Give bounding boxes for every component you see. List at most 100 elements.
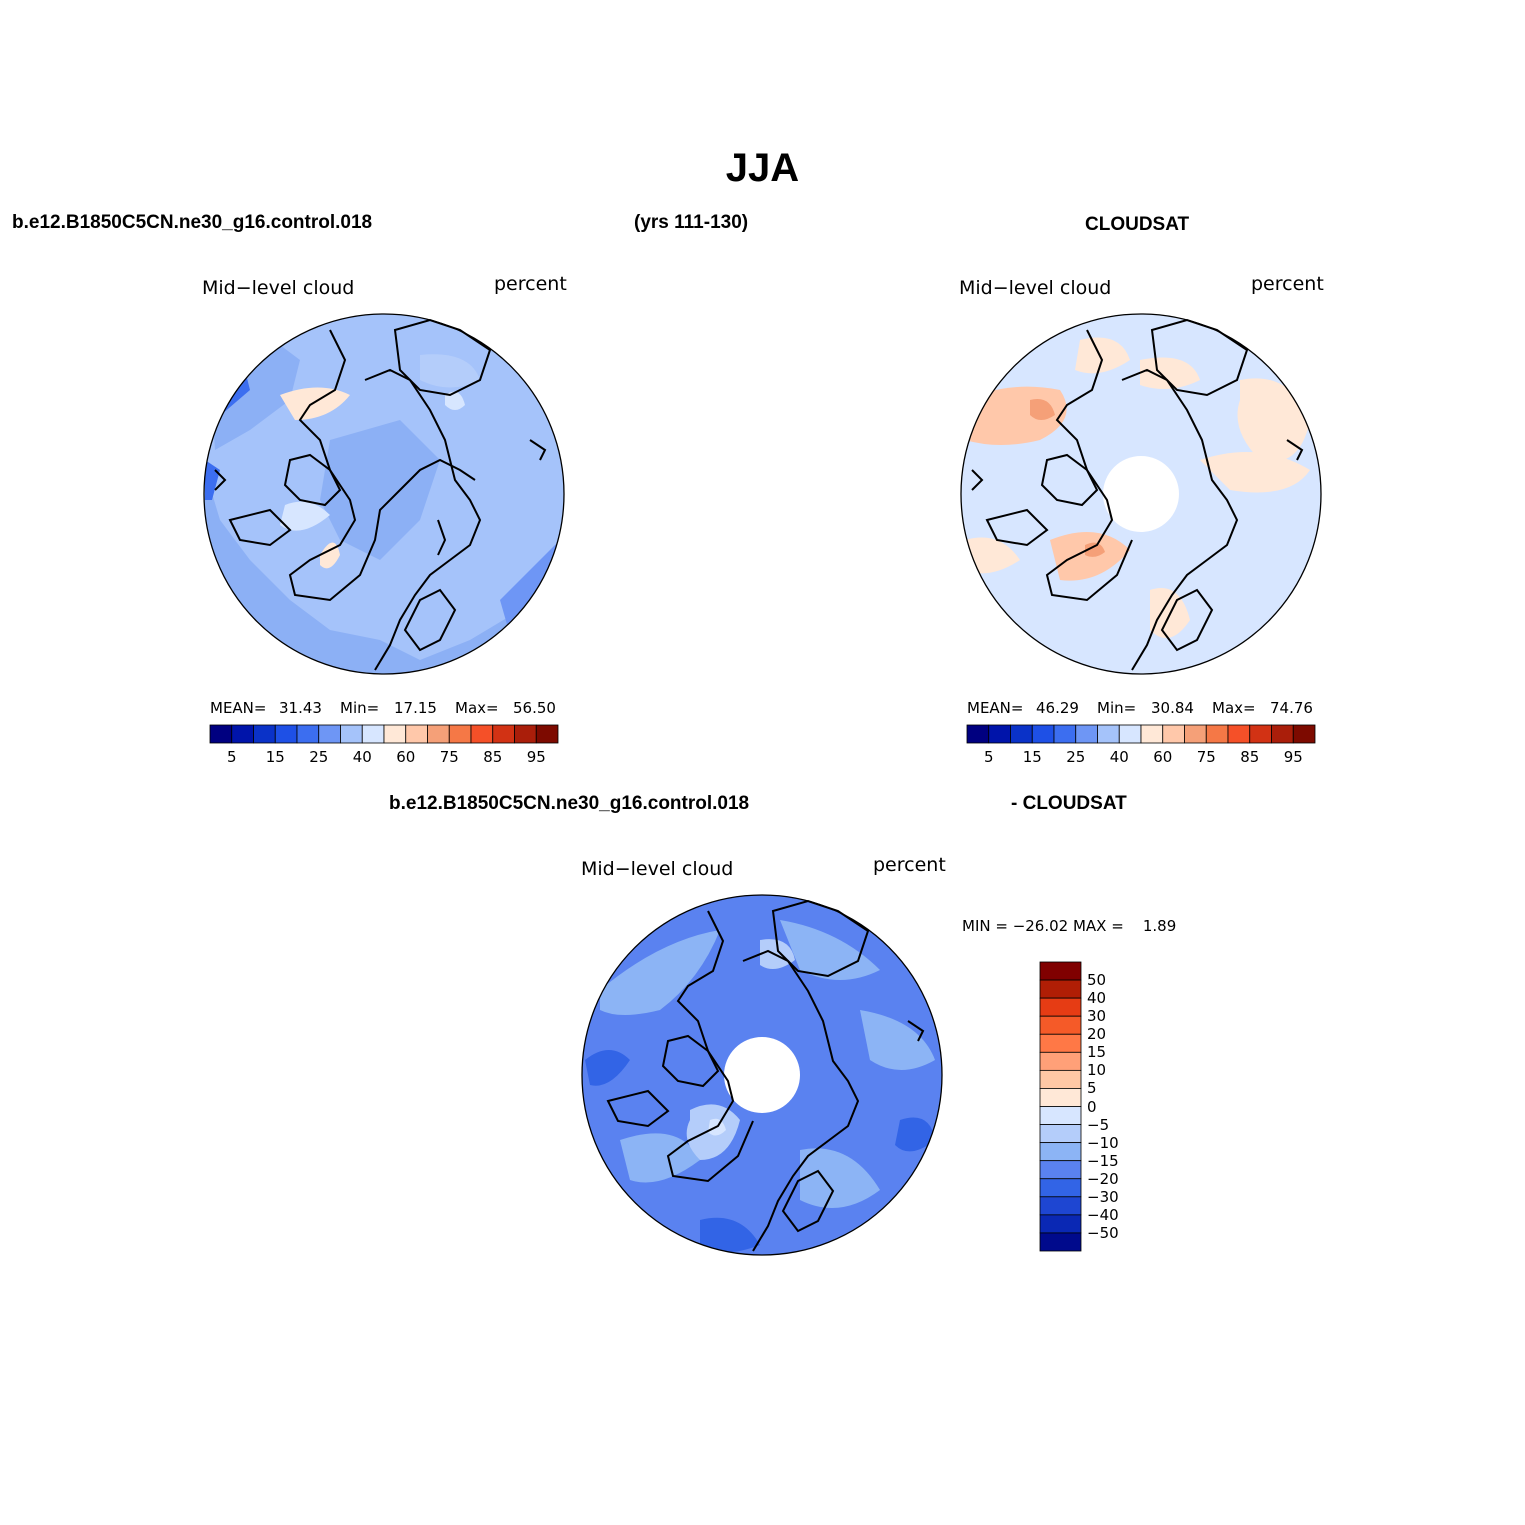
- model-colorbar-box: [514, 724, 537, 744]
- diff-colorbar-tick-label: −15: [1087, 1151, 1119, 1170]
- diff-colorbar-tick-label: 10: [1087, 1061, 1107, 1080]
- obs-colorbar-box: [1140, 724, 1164, 744]
- obs-colorbar-tick-label: 5: [983, 748, 994, 766]
- model-colorbar-box: [535, 724, 559, 744]
- obs-max-label: Max=: [1212, 699, 1256, 717]
- model-mean-value: 31.43: [279, 699, 322, 717]
- diff-colorbar-box: [1039, 1232, 1082, 1252]
- model-colorbar-box: [470, 724, 494, 744]
- obs-units-label: percent: [1251, 273, 1324, 295]
- obs-colorbar-tick-label: 60: [1153, 748, 1173, 766]
- diff-obs-name: - CLOUDSAT: [1011, 793, 1127, 814]
- model-colorbar-tick-label: 15: [265, 748, 285, 766]
- diff-colorbar-tick-label: −10: [1087, 1133, 1119, 1152]
- obs-colorbar-box: [1053, 724, 1077, 744]
- diff-variable-label: Mid−level cloud: [581, 858, 734, 880]
- obs-mean-label: MEAN=: [967, 699, 1024, 717]
- model-colorbar-box: [231, 724, 254, 744]
- obs-colorbar-box: [1271, 724, 1294, 744]
- diff-colorbar-tick-label: −40: [1087, 1205, 1119, 1224]
- diff-colorbar-box: [1039, 1069, 1082, 1089]
- model-min-value: 17.15: [394, 699, 437, 717]
- obs-colorbar-box: [1118, 724, 1142, 744]
- case-name: b.e12.B1850C5CN.ne30_g16.control.018: [12, 212, 373, 233]
- diff-colorbar-tick-label: −20: [1087, 1169, 1119, 1188]
- diff-colorbar-tick-label: 30: [1087, 1007, 1107, 1026]
- diff-colorbar-tick-label: 5: [1087, 1079, 1097, 1098]
- obs-max-value: 74.76: [1270, 699, 1313, 717]
- obs-colorbar-box: [1292, 724, 1316, 744]
- model-colorbar-tick-label: 25: [309, 748, 329, 766]
- obs-variable-label: Mid−level cloud: [959, 277, 1112, 299]
- obs-colorbar-box: [1227, 724, 1251, 744]
- diff-colorbar-box: [1039, 1106, 1082, 1125]
- model-colorbar-tick-label: 75: [439, 748, 459, 766]
- diff-colorbar-tick-label: −5: [1087, 1115, 1110, 1134]
- obs-colorbar-box: [1184, 724, 1207, 744]
- diff-colorbar-box: [1039, 961, 1082, 981]
- obs-colorbar-box: [966, 724, 990, 744]
- diff-colorbar-box: [1039, 1214, 1082, 1234]
- model-polar-map: [203, 313, 565, 675]
- obs-colorbar-box: [1205, 724, 1229, 744]
- diff-colorbar-box: [1039, 997, 1082, 1017]
- model-min-label: Min=: [340, 699, 380, 717]
- model-colorbar-box: [274, 724, 298, 744]
- diff-stats: MIN = −26.02 MAX = 1.89: [962, 917, 1177, 935]
- diff-colorbar-box: [1039, 1160, 1082, 1180]
- model-colorbar-tick-label: 40: [352, 748, 372, 766]
- model-variable-label: Mid−level cloud: [202, 277, 355, 299]
- obs-colorbar-box: [1097, 724, 1120, 744]
- obs-colorbar: [966, 724, 1316, 744]
- model-colorbar-box: [318, 724, 341, 744]
- model-colorbar: [209, 724, 559, 744]
- obs-colorbar-box: [1162, 724, 1185, 744]
- model-max-label: Max=: [455, 699, 499, 717]
- model-colorbar-box: [209, 724, 233, 744]
- obs-colorbar-tick-label: 25: [1066, 748, 1086, 766]
- diff-colorbar-box: [1039, 979, 1082, 999]
- model-units-label: percent: [494, 273, 567, 295]
- model-max-value: 56.50: [513, 699, 556, 717]
- main-title: JJA: [725, 146, 800, 190]
- model-colorbar-box: [296, 724, 320, 744]
- obs-min-label: Min=: [1097, 699, 1137, 717]
- diff-colorbar-tick-label: 15: [1087, 1043, 1107, 1062]
- model-colorbar-tick-label: 95: [526, 748, 546, 766]
- model-mean-label: MEAN=: [210, 699, 267, 717]
- model-colorbar-box: [361, 724, 385, 744]
- obs-colorbar-box: [1031, 724, 1055, 744]
- diff-colorbar-tick-label: −30: [1087, 1187, 1119, 1206]
- model-colorbar-box: [253, 724, 276, 744]
- obs-colorbar-tick-label: 95: [1283, 748, 1303, 766]
- diff-colorbar-box: [1039, 1033, 1082, 1053]
- diff-units-label: percent: [873, 854, 946, 876]
- model-colorbar-tick-label: 60: [396, 748, 416, 766]
- diff-colorbar-tick-label: −50: [1087, 1223, 1119, 1242]
- obs-colorbar-box: [1010, 724, 1033, 744]
- obs-colorbar-tick-label: 15: [1022, 748, 1042, 766]
- diff-case-name: b.e12.B1850C5CN.ne30_g16.control.018: [389, 793, 750, 814]
- diff-colorbar-box: [1039, 1051, 1082, 1071]
- diff-polar-map: [581, 894, 943, 1256]
- diff-colorbar-tick-label: 50: [1087, 971, 1107, 990]
- diff-colorbar-tick-label: 20: [1087, 1025, 1107, 1044]
- obs-colorbar-box: [988, 724, 1011, 744]
- diff-colorbar-box: [1039, 1124, 1082, 1144]
- obs-name: CLOUDSAT: [1085, 214, 1190, 235]
- model-colorbar-tick-label: 85: [483, 748, 503, 766]
- model-colorbar-box: [448, 724, 472, 744]
- diff-colorbar-tick-label: 40: [1087, 989, 1107, 1008]
- model-colorbar-box: [492, 724, 515, 744]
- model-colorbar-box: [427, 724, 450, 744]
- obs-colorbar-box: [1075, 724, 1098, 744]
- obs-colorbar-tick-label: 85: [1240, 748, 1260, 766]
- obs-colorbar-tick-label: 75: [1196, 748, 1216, 766]
- obs-mean-value: 46.29: [1036, 699, 1079, 717]
- diff-colorbar-box: [1039, 1142, 1082, 1162]
- diff-colorbar-box: [1039, 1196, 1082, 1216]
- obs-min-value: 30.84: [1151, 699, 1194, 717]
- diff-colorbar-box: [1039, 1088, 1082, 1107]
- diff-colorbar: [1039, 961, 1082, 1252]
- model-colorbar-tick-label: 5: [226, 748, 237, 766]
